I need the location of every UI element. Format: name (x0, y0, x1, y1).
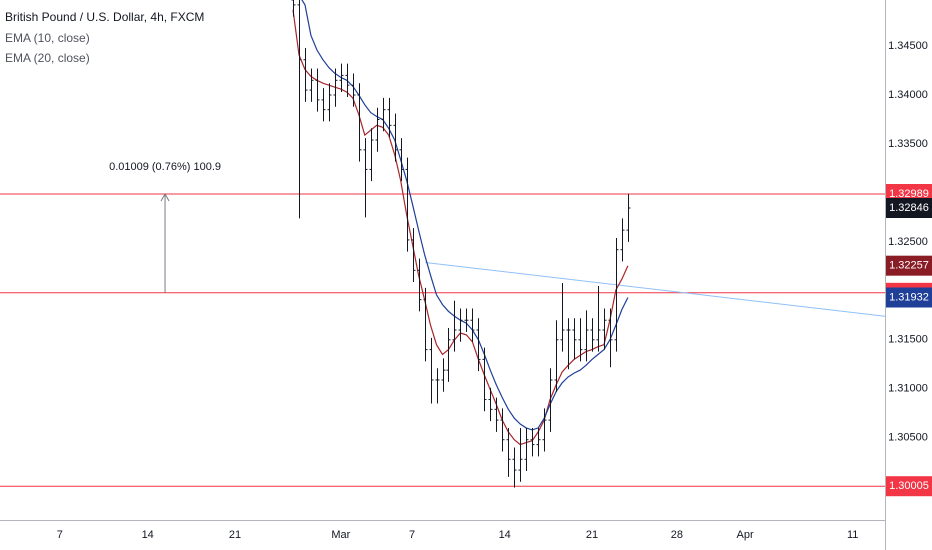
x-tick-label: 11 (847, 529, 858, 541)
price-label-bg (886, 287, 932, 308)
y-tick-label: 1.33500 (888, 138, 928, 150)
price-label: 1.30005 (889, 480, 929, 492)
legend-entry: EMA (10, close) (5, 31, 90, 45)
price-label-bg (886, 255, 932, 276)
x-tick-label: 7 (57, 529, 63, 541)
x-tick-label: Apr (737, 529, 754, 541)
x-tick-label: 14 (142, 529, 154, 541)
measure-label: 0.01009 (0.76%) 100.9 (109, 161, 221, 173)
y-tick-label: 1.34000 (888, 89, 928, 101)
y-tick-label: 1.30500 (888, 432, 928, 444)
x-tick-label: 21 (229, 529, 241, 541)
x-tick-label: 14 (499, 529, 511, 541)
axes: 1.34500 1.34000 1.33500 1.32500 1.31500 1.310… (57, 40, 932, 541)
x-tick-label: Mar (331, 529, 350, 541)
price-label: 1.32989 (889, 188, 929, 200)
price-label: 1.32846 (889, 202, 929, 214)
y-tick-label: 1.31000 (888, 383, 928, 395)
price-label: 1.32257 (889, 260, 929, 272)
price-label-bg (886, 198, 932, 218)
x-tick-label: 28 (671, 529, 683, 541)
trend-line (425, 261, 885, 317)
y-tick-label: 1.32500 (888, 236, 928, 248)
legend-entry: EMA (20, close) (5, 51, 90, 65)
y-tick-label: 1.34500 (888, 40, 928, 52)
ema-line (301, 0, 629, 431)
price-label-bg (886, 476, 932, 497)
measure-arrow (160, 192, 170, 202)
plot-area: 0.01009 (0.76%) 100.9 (0, 0, 885, 488)
price-label: 1.31932 (889, 291, 929, 303)
x-tick-label: 21 (586, 529, 598, 541)
y-tick-label: 1.31500 (888, 334, 928, 346)
chart-title: British Pound / U.S. Dollar, 4h, FXCM (5, 10, 204, 24)
x-tick-label: 7 (409, 529, 415, 541)
